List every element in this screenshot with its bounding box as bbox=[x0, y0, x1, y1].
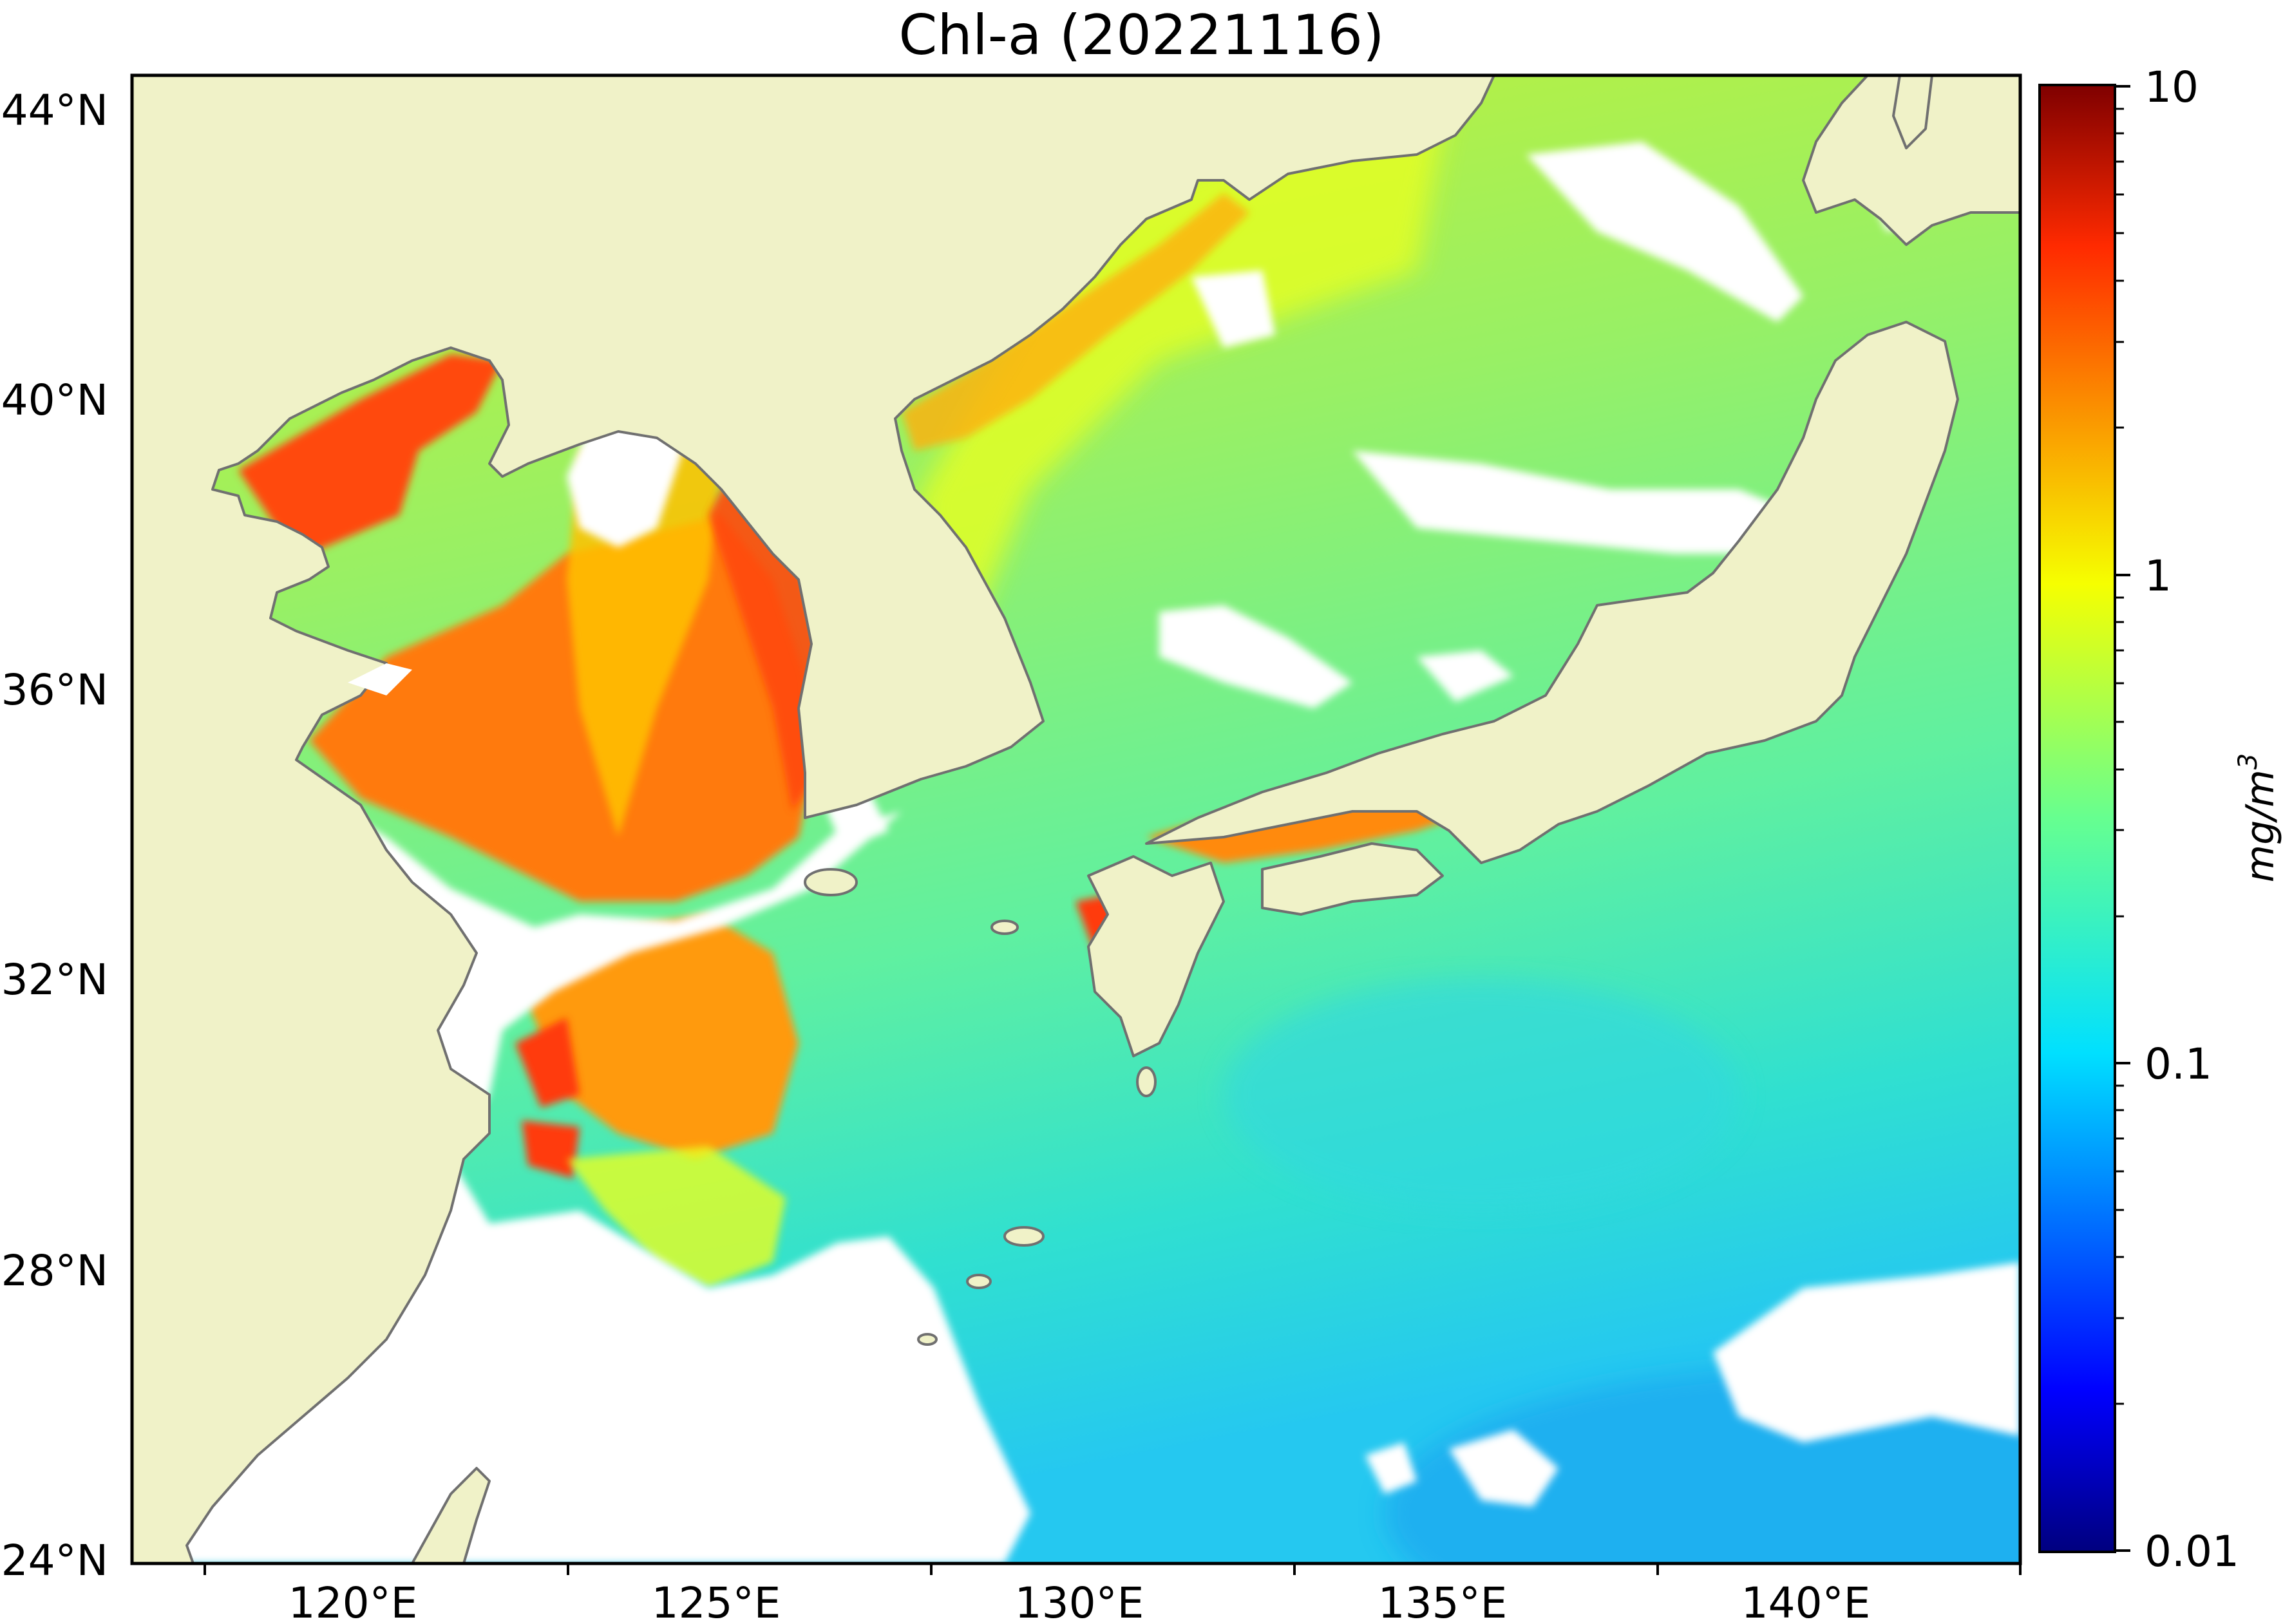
lon-tick-label: 140°E bbox=[1741, 1578, 1871, 1624]
lat-tick-label: 32°N bbox=[1, 955, 108, 1005]
lat-tick-label: 40°N bbox=[1, 375, 108, 425]
colorbar-tick-label: 1 bbox=[2145, 551, 2172, 601]
changjiang-plume bbox=[515, 1017, 580, 1178]
jeju bbox=[804, 868, 858, 896]
low-chl-region-2 bbox=[1224, 979, 1739, 1211]
colorbar: 10 1 0.1 0.01 mg/m3 bbox=[2038, 62, 2283, 1576]
map-plot-area bbox=[132, 75, 2020, 1563]
bohai-high-chl bbox=[238, 354, 502, 580]
lon-tick-label: 120°E bbox=[289, 1578, 418, 1624]
lon-tick-label: 125°E bbox=[652, 1578, 781, 1624]
map-title: Chl-a (20221116) bbox=[898, 3, 1385, 68]
colorbar-major-ticks bbox=[2115, 85, 2130, 1552]
colorbar-tick-label: 0.1 bbox=[2145, 1039, 2212, 1089]
lat-tick-label: 36°N bbox=[1, 665, 108, 715]
lon-tick-label: 130°E bbox=[1015, 1578, 1144, 1624]
outer-plume-yellow bbox=[567, 1146, 786, 1288]
map-frame bbox=[130, 73, 2022, 1565]
colorbar-unit-superscript: 3 bbox=[2233, 753, 2263, 770]
colorbar-gradient bbox=[2038, 84, 2116, 1553]
colorbar-unit-label: mg/m3 bbox=[2233, 753, 2283, 883]
colorbar-minor-ticks bbox=[2115, 108, 2124, 1405]
asia-mainland bbox=[132, 75, 1495, 1563]
lat-tick-label: 44°N bbox=[1, 86, 108, 135]
lat-tick-label: 28°N bbox=[1, 1246, 108, 1296]
colorbar-unit-text: mg/m bbox=[2238, 770, 2283, 882]
lat-tick-label: 24°N bbox=[1, 1536, 108, 1585]
kyushu bbox=[1087, 855, 1225, 1057]
land bbox=[132, 75, 2020, 1563]
shikoku bbox=[1261, 842, 1444, 916]
lon-ticks bbox=[204, 1563, 2022, 1575]
east-china-sea-high-chl bbox=[528, 914, 799, 1159]
east-sea-yellow-band bbox=[914, 90, 1449, 644]
taiwan bbox=[411, 1467, 491, 1563]
colorbar-tick-label: 0.01 bbox=[2145, 1527, 2239, 1576]
korea-west-coast-high-chl bbox=[708, 451, 824, 811]
honshu bbox=[1145, 321, 1959, 864]
hokkaido bbox=[1802, 75, 2020, 246]
colorbar-tick-label: 10 bbox=[2145, 62, 2199, 112]
sakhalin bbox=[1892, 75, 1933, 149]
korea-east-coast-orange bbox=[902, 193, 1249, 451]
lon-tick-label: 135°E bbox=[1378, 1578, 1508, 1624]
